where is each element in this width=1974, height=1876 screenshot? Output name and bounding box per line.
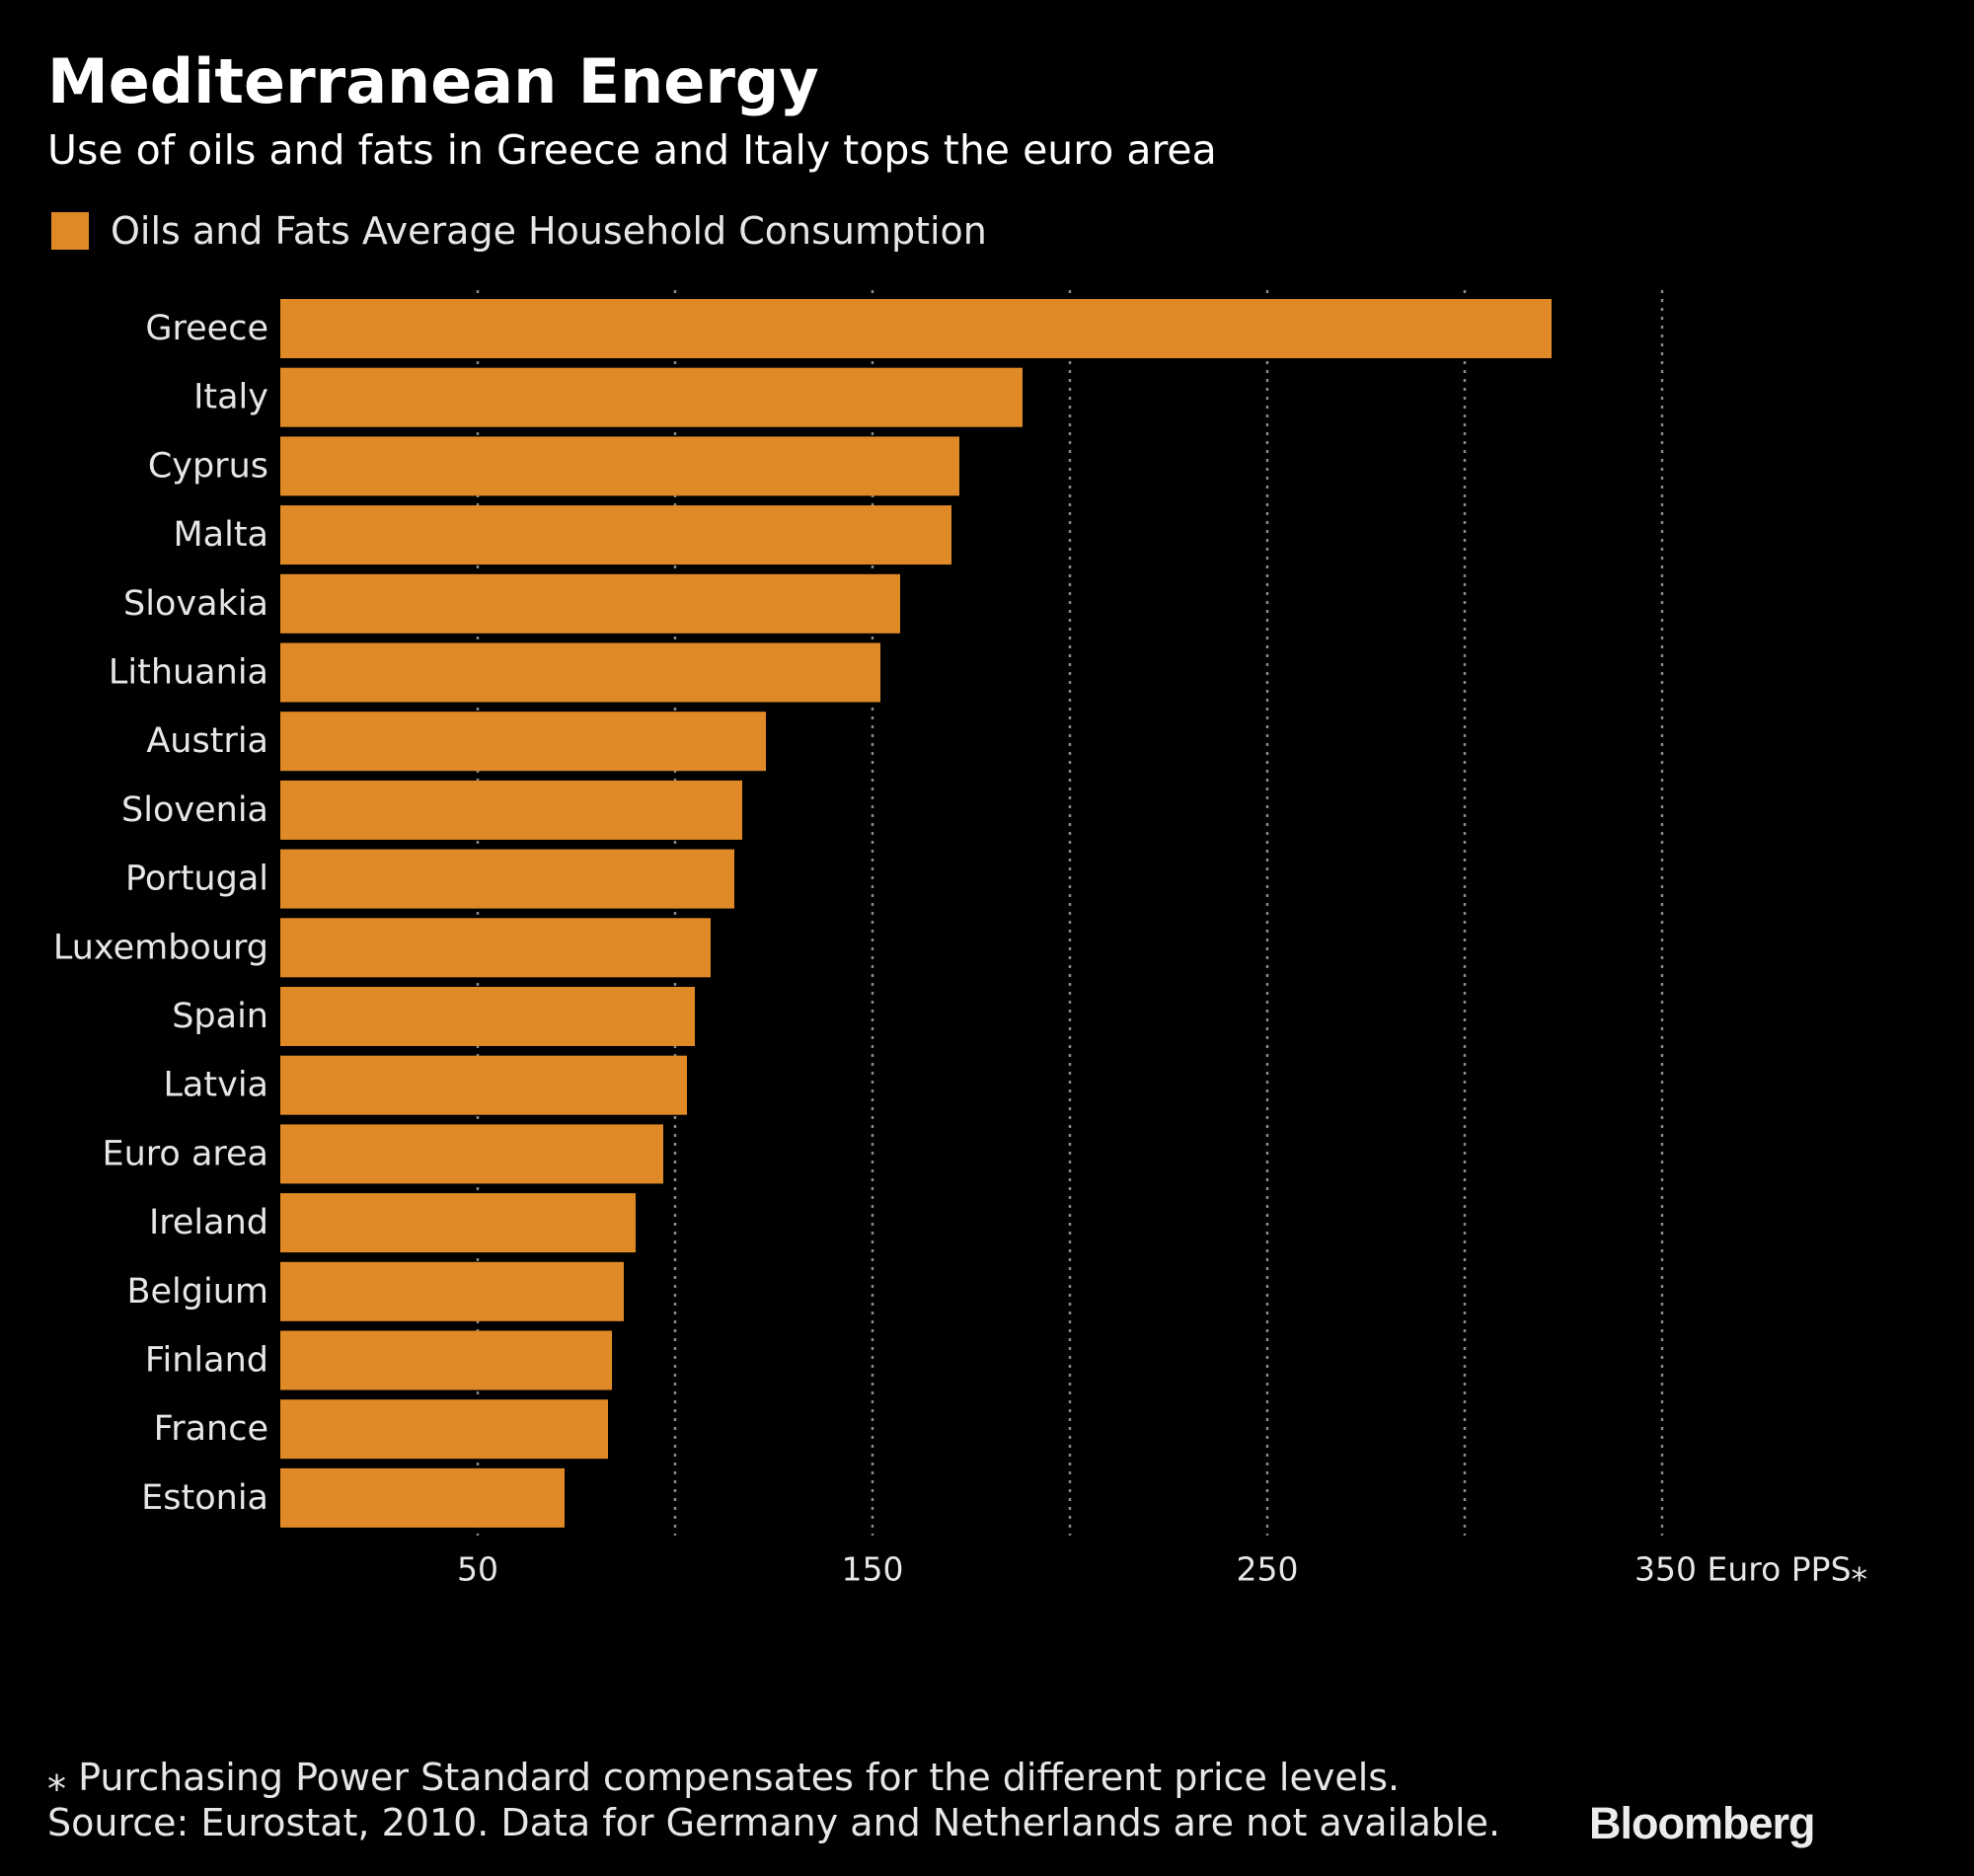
bar-belgium bbox=[280, 1261, 624, 1321]
footnote: ⁎ Purchasing Power Standard compensates … bbox=[47, 1755, 1500, 1845]
category-label: France bbox=[154, 1409, 268, 1449]
category-label: Cyprus bbox=[148, 446, 268, 486]
category-label: Ireland bbox=[149, 1203, 268, 1242]
category-label: Slovakia bbox=[123, 584, 268, 624]
legend-label: Oils and Fats Average Household Consumpt… bbox=[111, 209, 987, 253]
chart-subtitle: Use of oils and fats in Greece and Italy… bbox=[47, 126, 1217, 174]
bar-greece bbox=[280, 299, 1552, 358]
category-label: Italy bbox=[193, 378, 268, 417]
chart-title: Mediterranean Energy bbox=[47, 45, 819, 117]
category-label: Greece bbox=[145, 309, 268, 348]
bar-euro-area bbox=[280, 1124, 663, 1184]
bar-finland bbox=[280, 1330, 612, 1390]
category-label: Finland bbox=[145, 1341, 268, 1381]
category-label: Spain bbox=[172, 997, 268, 1036]
bar-luxembourg bbox=[280, 918, 711, 978]
category-label: Euro area bbox=[102, 1134, 268, 1173]
bar-lithuania bbox=[280, 642, 880, 703]
bar-cyprus bbox=[280, 436, 959, 496]
bar-latvia bbox=[280, 1055, 687, 1115]
bar-spain bbox=[280, 987, 695, 1046]
bar-slovenia bbox=[280, 780, 742, 840]
footnote-line-2: Source: Eurostat, 2010. Data for Germany… bbox=[47, 1801, 1501, 1844]
bar-estonia bbox=[280, 1467, 565, 1528]
category-label: Portugal bbox=[125, 860, 268, 899]
category-label: Slovenia bbox=[121, 790, 268, 830]
x-tick-label: 150 bbox=[842, 1550, 904, 1589]
category-label: Austria bbox=[146, 721, 268, 761]
category-label: Belgium bbox=[127, 1272, 269, 1312]
bar-malta bbox=[280, 505, 951, 565]
category-label: Luxembourg bbox=[53, 928, 268, 967]
x-tick-label: 250 bbox=[1237, 1550, 1299, 1589]
bloomberg-logo: Bloomberg bbox=[1589, 1798, 1816, 1848]
category-label: Estonia bbox=[141, 1478, 268, 1518]
bar-france bbox=[280, 1399, 608, 1460]
bar-austria bbox=[280, 712, 766, 772]
bar-slovakia bbox=[280, 573, 900, 634]
legend-swatch bbox=[51, 212, 89, 250]
footnote-line-1: ⁎ Purchasing Power Standard compensates … bbox=[47, 1756, 1401, 1799]
legend: Oils and Fats Average Household Consumpt… bbox=[51, 209, 987, 253]
x-tick-label: 350 Euro PPS⁎ bbox=[1634, 1550, 1867, 1589]
category-label: Lithuania bbox=[109, 653, 268, 693]
bar-italy bbox=[280, 367, 1023, 427]
x-tick-label: 50 bbox=[457, 1550, 498, 1589]
bar-portugal bbox=[280, 849, 734, 909]
category-label: Malta bbox=[173, 515, 268, 555]
category-label: Latvia bbox=[163, 1066, 268, 1105]
bar-ireland bbox=[280, 1193, 636, 1253]
